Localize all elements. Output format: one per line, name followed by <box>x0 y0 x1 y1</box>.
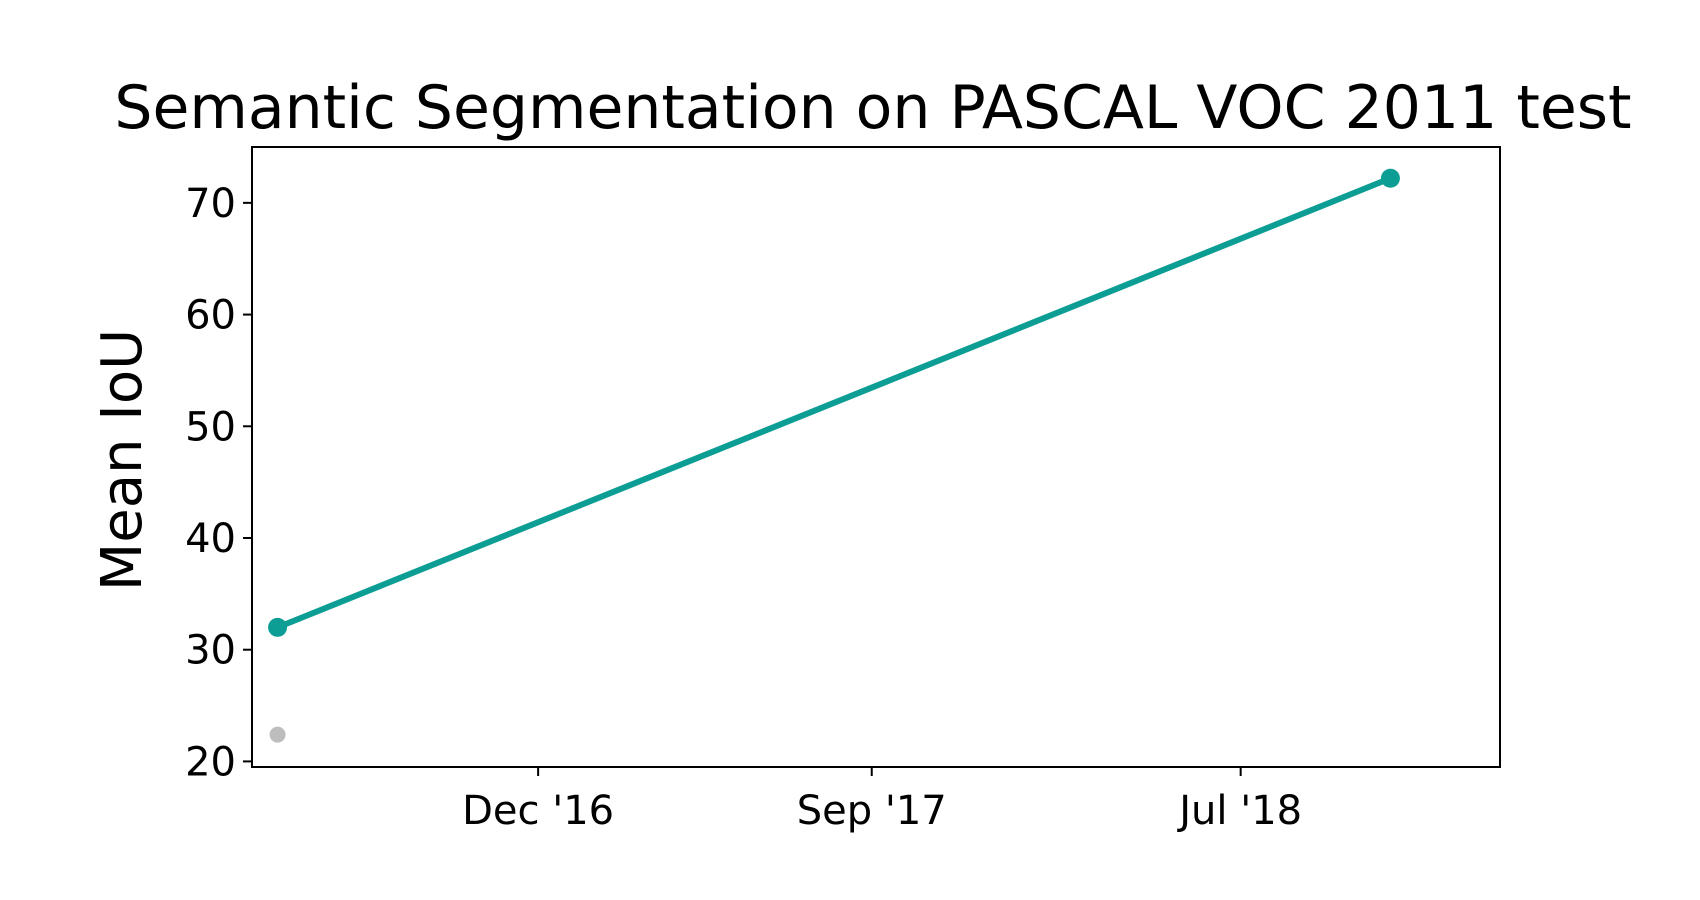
y-tick-label: 50 <box>185 404 236 450</box>
data-point <box>1380 168 1400 188</box>
data-point <box>268 617 288 637</box>
y-axis: 20 30 40 50 60 70 <box>185 181 252 785</box>
y-tick-label: 30 <box>185 628 236 674</box>
series-line <box>274 175 1394 631</box>
chart-title: Semantic Segmentation on PASCAL VOC 2011… <box>114 73 1631 143</box>
x-tick-label: Dec '16 <box>462 788 614 834</box>
y-tick-label: 60 <box>185 293 236 339</box>
y-axis-label: Mean IoU <box>90 329 155 591</box>
plot-frame <box>251 146 1501 768</box>
x-axis: Dec '16 Sep '17 Jul '18 <box>462 767 1302 834</box>
series-layer <box>268 168 1400 743</box>
x-tick-label: Sep '17 <box>797 788 947 834</box>
y-tick-label: 70 <box>185 181 236 227</box>
y-tick-label: 40 <box>185 516 236 562</box>
x-tick-label: Jul '18 <box>1176 788 1302 834</box>
data-point <box>269 726 286 743</box>
y-tick-label: 20 <box>185 739 236 785</box>
